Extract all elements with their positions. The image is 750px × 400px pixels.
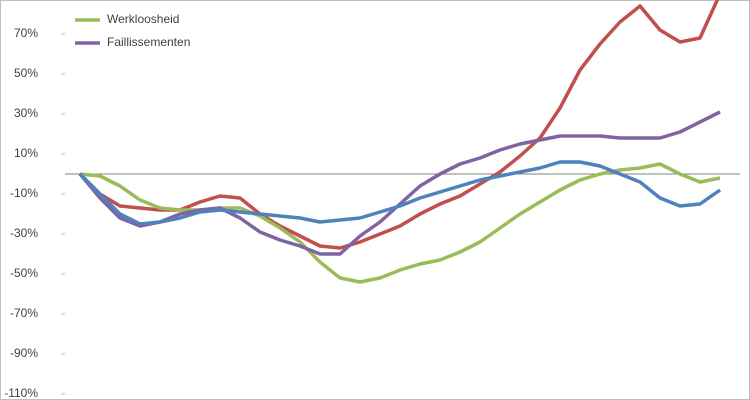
y-tick-label: -110% bbox=[4, 386, 38, 400]
y-tick-label: 30% bbox=[14, 106, 38, 120]
series-line bbox=[78, 0, 720, 250]
y-tick-label: -70% bbox=[10, 306, 38, 320]
legend-label: Faillissementen bbox=[107, 35, 190, 49]
series-line bbox=[78, 160, 722, 226]
y-tick-label: 50% bbox=[14, 66, 38, 80]
legend-label: Aantal vacatures bbox=[107, 0, 196, 3]
y-tick-label: 70% bbox=[14, 26, 38, 40]
series-line bbox=[78, 110, 721, 256]
legend-label: Werkloosheid bbox=[107, 12, 179, 26]
y-tick-label: -10% bbox=[10, 186, 38, 200]
y-tick-label: -90% bbox=[10, 346, 38, 360]
y-tick-label: -30% bbox=[10, 226, 38, 240]
y-tick-label: 10% bbox=[14, 146, 38, 160]
y-tick-label: -50% bbox=[10, 266, 38, 280]
